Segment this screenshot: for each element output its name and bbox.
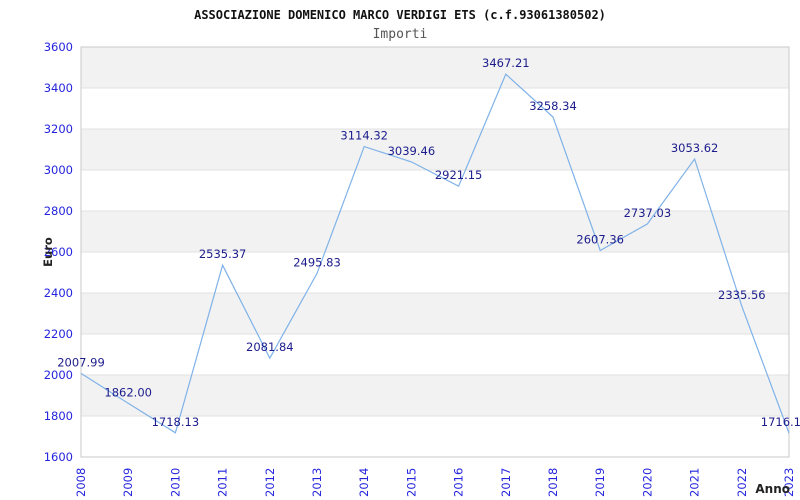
x-tick-label: 2016 (452, 468, 466, 497)
x-tick-label: 2013 (310, 468, 324, 497)
x-tick-label: 2015 (404, 468, 418, 497)
data-point-label: 1862.00 (104, 385, 152, 399)
x-tick-label: 2022 (735, 468, 749, 497)
y-tick-label: 3200 (44, 122, 73, 136)
x-tick-label: 2019 (593, 468, 607, 497)
chart-title: ASSOCIAZIONE DOMENICO MARCO VERDIGI ETS … (194, 8, 606, 22)
data-point-label: 1718.13 (152, 415, 200, 429)
data-point-label: 2495.83 (293, 255, 341, 269)
plot-border (80, 46, 790, 458)
y-tick-label: 1600 (44, 450, 73, 464)
x-tick-label: 2014 (357, 468, 371, 497)
plot-band (81, 211, 789, 252)
y-tick-label: 3400 (44, 81, 73, 95)
y-axis-title: Euro (41, 237, 55, 267)
y-tick-label: 2000 (44, 368, 73, 382)
data-point-label: 2535.37 (199, 247, 247, 261)
x-tick-label: 2012 (263, 468, 277, 497)
x-axis-title: Anno (755, 482, 790, 496)
x-tick-label: 2009 (121, 468, 135, 497)
plot-band (81, 129, 789, 170)
x-tick-label: 2018 (546, 468, 560, 497)
data-point-label: 3039.46 (388, 144, 436, 158)
data-point-label: 3467.21 (482, 56, 530, 70)
y-tick-label: 1800 (44, 409, 73, 423)
plot-band (81, 293, 789, 334)
y-tick-label: 2200 (44, 327, 73, 341)
plot-band (81, 416, 789, 457)
y-tick-label: 3000 (44, 163, 73, 177)
data-point-label: 2081.84 (246, 340, 294, 354)
plot-band (81, 252, 789, 293)
data-point-label: 2921.15 (435, 168, 483, 182)
plot-band (81, 334, 789, 375)
data-point-label: 2737.03 (624, 206, 672, 220)
plot-band (81, 88, 789, 129)
x-tick-label: 2008 (74, 468, 88, 497)
y-tick-label: 3600 (44, 40, 73, 54)
data-line (80, 73, 790, 434)
data-point-label: 2335.56 (718, 288, 766, 302)
x-tick-label: 2020 (640, 468, 654, 497)
y-tick-label: 2800 (44, 204, 73, 218)
x-tick-label: 2011 (216, 468, 230, 497)
data-point-label: 3053.62 (671, 141, 719, 155)
data-point-label: 2007.99 (57, 355, 105, 369)
x-tick-label: 2017 (499, 468, 513, 497)
y-tick-label: 2400 (44, 286, 73, 300)
y-tick-label: 2600 (44, 245, 73, 259)
x-tick-label: 2021 (688, 468, 702, 497)
x-tick-label: 2023 (782, 468, 796, 497)
plot-band (81, 375, 789, 416)
data-point-label: 3114.32 (340, 129, 388, 143)
data-point-label: 2607.36 (576, 233, 624, 247)
chart-subtitle: Importi (372, 27, 428, 42)
data-point-label: 3258.34 (529, 99, 577, 113)
x-tick-label: 2010 (168, 468, 182, 497)
plot-band (81, 47, 789, 88)
data-point-label: 1716.1 (761, 415, 800, 429)
